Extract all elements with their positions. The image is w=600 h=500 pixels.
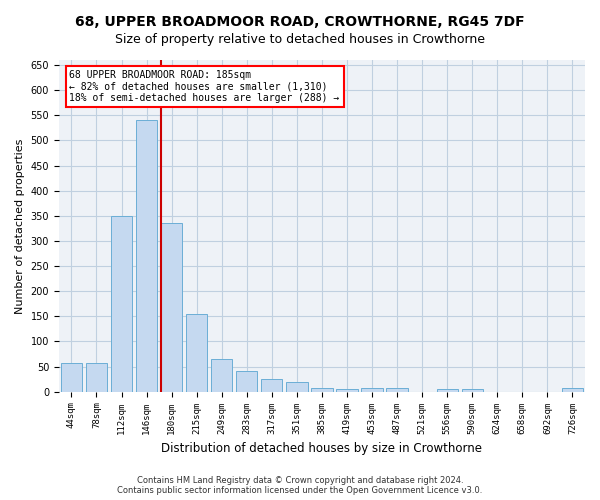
Bar xyxy=(86,363,107,392)
Bar xyxy=(437,389,458,392)
Bar xyxy=(386,388,408,392)
Bar xyxy=(361,388,383,392)
Bar xyxy=(461,389,483,392)
Bar xyxy=(186,314,208,392)
Bar xyxy=(337,388,358,392)
Bar xyxy=(111,216,132,392)
Bar xyxy=(211,359,232,392)
Text: Size of property relative to detached houses in Crowthorne: Size of property relative to detached ho… xyxy=(115,32,485,46)
Text: Contains HM Land Registry data © Crown copyright and database right 2024.
Contai: Contains HM Land Registry data © Crown c… xyxy=(118,476,482,495)
Y-axis label: Number of detached properties: Number of detached properties xyxy=(15,138,25,314)
Bar xyxy=(311,388,332,392)
Bar xyxy=(286,382,308,392)
Bar xyxy=(161,224,182,392)
Bar xyxy=(562,388,583,392)
X-axis label: Distribution of detached houses by size in Crowthorne: Distribution of detached houses by size … xyxy=(161,442,482,455)
Bar xyxy=(261,379,283,392)
Bar xyxy=(136,120,157,392)
Text: 68 UPPER BROADMOOR ROAD: 185sqm
← 82% of detached houses are smaller (1,310)
18%: 68 UPPER BROADMOOR ROAD: 185sqm ← 82% of… xyxy=(70,70,340,103)
Bar xyxy=(61,363,82,392)
Bar xyxy=(236,370,257,392)
Text: 68, UPPER BROADMOOR ROAD, CROWTHORNE, RG45 7DF: 68, UPPER BROADMOOR ROAD, CROWTHORNE, RG… xyxy=(75,15,525,29)
